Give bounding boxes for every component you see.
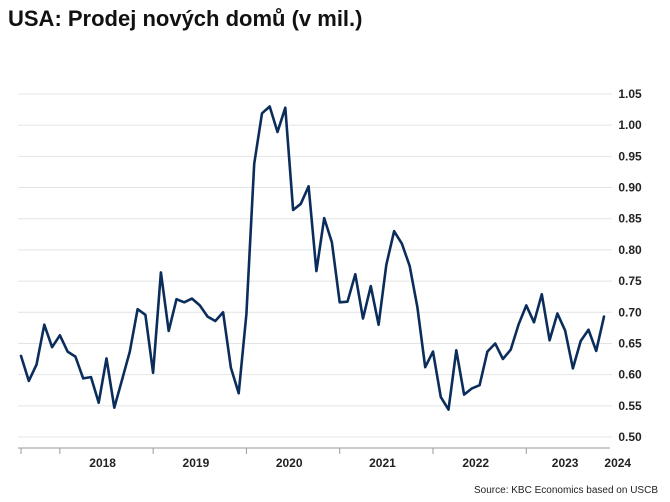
y-tick-label: 0.55: [618, 399, 642, 413]
y-tick-label: 0.70: [618, 305, 642, 319]
chart-source: Source: KBC Economics based on USCB: [474, 485, 658, 496]
x-tick-label: 2021: [369, 456, 396, 470]
x-tick-label: 2020: [276, 456, 303, 470]
series-layer: [19, 105, 606, 411]
y-tick-label: 0.60: [618, 368, 642, 382]
y-tick-label: 0.75: [618, 274, 642, 288]
y-tick-label: 0.95: [618, 149, 642, 163]
y-tick-label: 1.00: [618, 118, 642, 132]
x-tick-label: 2019: [183, 456, 210, 470]
y-tick-label: 0.65: [618, 336, 642, 350]
series-line: [19, 105, 606, 411]
x-tick-label: 2018: [89, 456, 116, 470]
x-tick-label: 2024: [604, 456, 631, 470]
gridlines: [18, 93, 612, 438]
y-tick-label: 1.05: [618, 87, 642, 101]
y-tick-label: 0.50: [618, 430, 642, 444]
x-axis: 2018 2019 2020 2021 2022 2023 2024: [18, 447, 631, 470]
chart-title: USA: Prodej nových domů (v mil.): [8, 6, 363, 31]
y-tick-label: 0.90: [618, 181, 642, 195]
x-tick-label: 2022: [462, 456, 489, 470]
y-tick-label: 0.80: [618, 243, 642, 257]
x-tick-label: 2023: [552, 456, 579, 470]
y-axis-ticks: 0.50 0.55 0.60 0.65 0.70 0.75 0.80 0.85 0.90 0.95…: [618, 87, 642, 444]
y-tick-label: 0.85: [618, 212, 642, 226]
